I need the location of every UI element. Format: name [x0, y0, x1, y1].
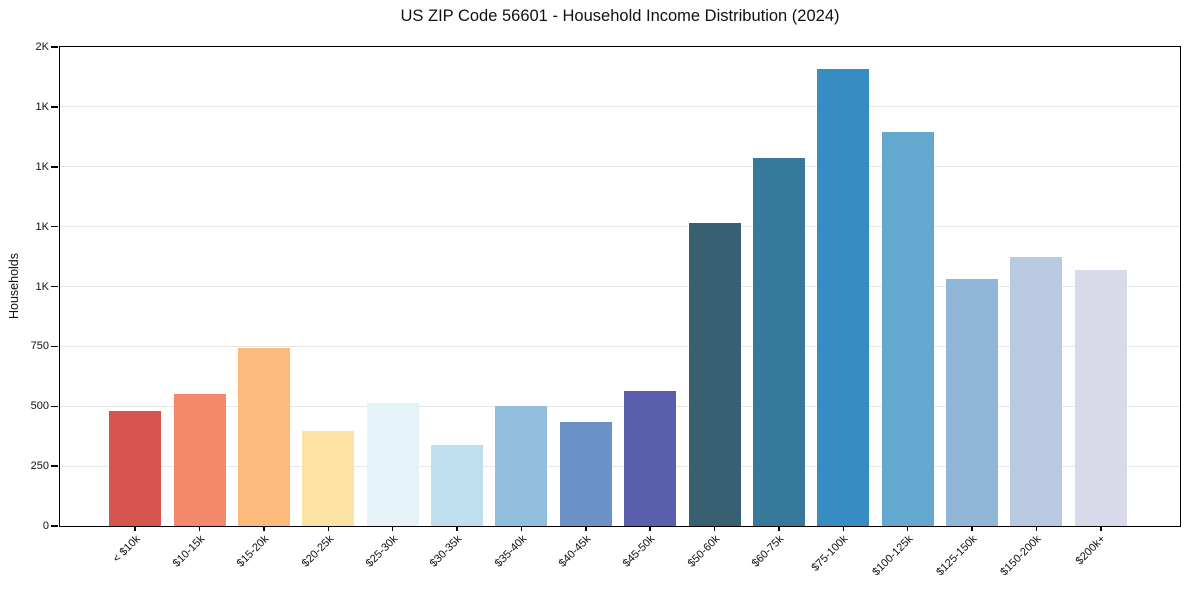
- bar: [109, 411, 162, 526]
- y-tick-mark: [51, 46, 58, 48]
- x-tick-mark: [906, 526, 909, 531]
- bar: [237, 347, 290, 526]
- x-tick-label: $150-200k: [998, 533, 1044, 579]
- x-tick-label: $40-45k: [556, 533, 594, 570]
- x-tick-mark: [1035, 526, 1038, 531]
- y-tick-mark: [51, 405, 58, 407]
- x-tick-mark: [649, 526, 651, 531]
- bar: [881, 132, 934, 526]
- bar: [1010, 256, 1063, 526]
- x-tick-label: $200k+: [1074, 533, 1109, 568]
- y-tick-label: 500: [30, 400, 49, 413]
- bar: [366, 402, 419, 526]
- bar: [302, 431, 355, 526]
- bar: [817, 68, 870, 526]
- y-tick-mark: [51, 465, 58, 467]
- y-tick-label: 250: [30, 460, 49, 473]
- gridline: [60, 166, 1180, 168]
- y-tick-mark: [51, 285, 58, 288]
- x-tick-mark: [842, 526, 845, 531]
- x-tick-label: $75-100k: [809, 533, 851, 574]
- x-tick-label: $35-40k: [492, 533, 529, 570]
- x-tick-label: $45-50k: [621, 533, 658, 570]
- gridline: [60, 106, 1180, 108]
- y-tick-label: 1K: [35, 220, 49, 233]
- bar: [752, 158, 805, 526]
- x-tick-label: $20-25k: [299, 533, 336, 570]
- bar: [173, 394, 226, 526]
- bar: [559, 421, 612, 526]
- x-tick-label: < $10k: [110, 533, 143, 566]
- bar: [946, 279, 999, 526]
- bar: [688, 223, 741, 526]
- x-tick-mark: [134, 526, 136, 531]
- gridline: [60, 345, 1180, 347]
- gridline: [60, 465, 1180, 467]
- y-tick-mark: [51, 525, 58, 527]
- y-tick-label: 1K: [35, 160, 49, 173]
- x-tick-label: $50-60k: [685, 533, 723, 570]
- x-tick-label: $25-30k: [363, 533, 401, 570]
- x-tick-mark: [263, 526, 265, 531]
- x-tick-label: $60-75k: [749, 533, 787, 570]
- y-tick-label: 1K: [35, 100, 49, 113]
- x-tick-label: $30-35k: [427, 533, 465, 570]
- plot-area: 0 250 500 750 1K 1K 1K 1K 2K < $10k $10-15k $15-20…: [31, 41, 1181, 578]
- x-tick-label: $15-20k: [234, 533, 272, 570]
- x-tick-mark: [971, 526, 973, 531]
- y-tick-mark: [51, 225, 58, 228]
- bar: [495, 406, 548, 526]
- y-tick-label: 750: [30, 340, 49, 353]
- y-tick-mark: [51, 345, 58, 348]
- y-tick-mark: [51, 106, 58, 108]
- x-tick-mark: [713, 526, 716, 531]
- gridline: [60, 226, 1180, 228]
- chart-title: US ZIP Code 56601 - Household Income Dis…: [400, 7, 840, 25]
- gridline: [60, 286, 1180, 287]
- x-tick-label: $10-15k: [170, 533, 208, 570]
- gridline: [60, 405, 1180, 407]
- y-tick-label: 0: [42, 520, 49, 532]
- x-tick-mark: [520, 526, 523, 531]
- y-tick-label: 1K: [35, 280, 49, 293]
- x-tick-label: $125-150k: [934, 533, 980, 579]
- x-tick-mark: [585, 526, 587, 531]
- bar: [1074, 269, 1127, 526]
- x-tick-label: $100-125k: [869, 533, 916, 579]
- x-tick-mark: [1100, 526, 1102, 531]
- x-tick-mark: [778, 526, 780, 531]
- bar: [624, 390, 677, 526]
- x-tick-mark: [198, 526, 201, 531]
- x-tick-mark: [391, 526, 394, 531]
- x-tick-mark: [327, 526, 330, 531]
- bar: [431, 444, 484, 526]
- x-tick-mark: [456, 526, 458, 531]
- y-tick-label: 2K: [35, 41, 49, 53]
- y-tick-mark: [51, 166, 58, 168]
